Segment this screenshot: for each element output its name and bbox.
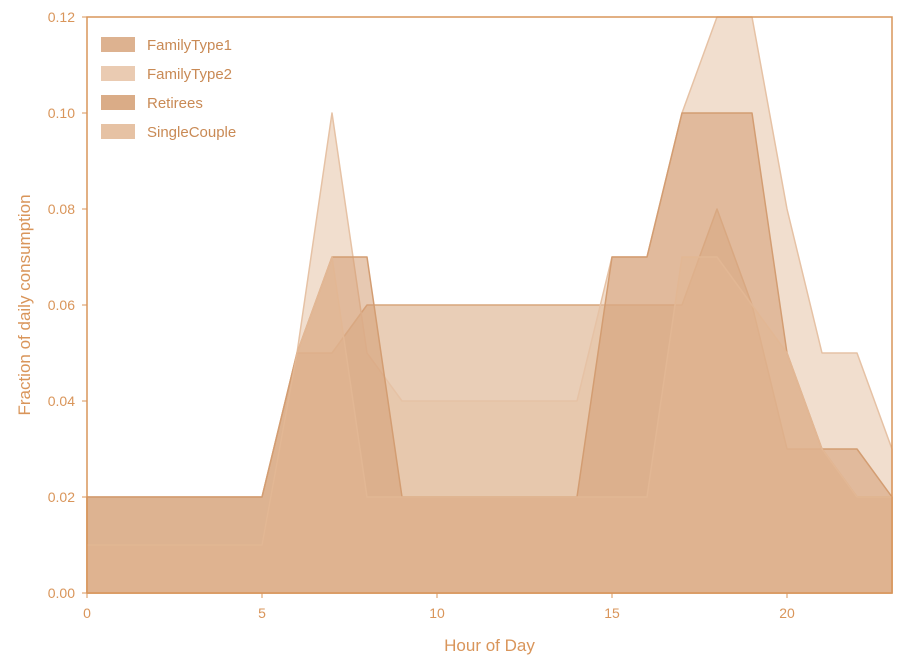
legend-label-retirees: Retirees	[147, 95, 203, 112]
legend-swatch-familytype1	[101, 37, 135, 52]
legend-label-singlecouple: SingleCouple	[147, 124, 236, 141]
legend: FamilyType1 FamilyType2 Retirees SingleCoup…	[101, 37, 236, 141]
y-axis: 0.00 0.02 0.04 0.06 0.08 0.10 0.12	[48, 9, 87, 601]
x-tick-label: 0	[83, 605, 91, 621]
x-tick-label: 20	[779, 605, 795, 621]
legend-swatch-familytype2	[101, 66, 135, 81]
y-tick-label: 0.04	[48, 393, 75, 409]
x-axis-label: Hour of Day	[444, 636, 535, 655]
x-tick-label: 15	[604, 605, 620, 621]
legend-label-familytype2: FamilyType2	[147, 66, 232, 83]
y-axis-label: Fraction of daily consumption	[15, 194, 34, 415]
x-tick-label: 10	[429, 605, 445, 621]
y-tick-label: 0.08	[48, 201, 75, 217]
area-series-singlecouple	[86, 256, 893, 594]
x-tick-label: 5	[258, 605, 266, 621]
legend-label-familytype1: FamilyType1	[147, 37, 232, 54]
legend-swatch-singlecouple	[101, 124, 135, 139]
area-series-group	[86, 16, 893, 594]
x-axis: 0 5 10 15 20	[83, 593, 795, 621]
y-tick-label: 0.06	[48, 297, 75, 313]
y-tick-label: 0.12	[48, 9, 75, 25]
y-tick-label: 0.00	[48, 585, 75, 601]
y-tick-label: 0.02	[48, 489, 75, 505]
y-tick-label: 0.10	[48, 105, 75, 121]
legend-swatch-retirees	[101, 95, 135, 110]
